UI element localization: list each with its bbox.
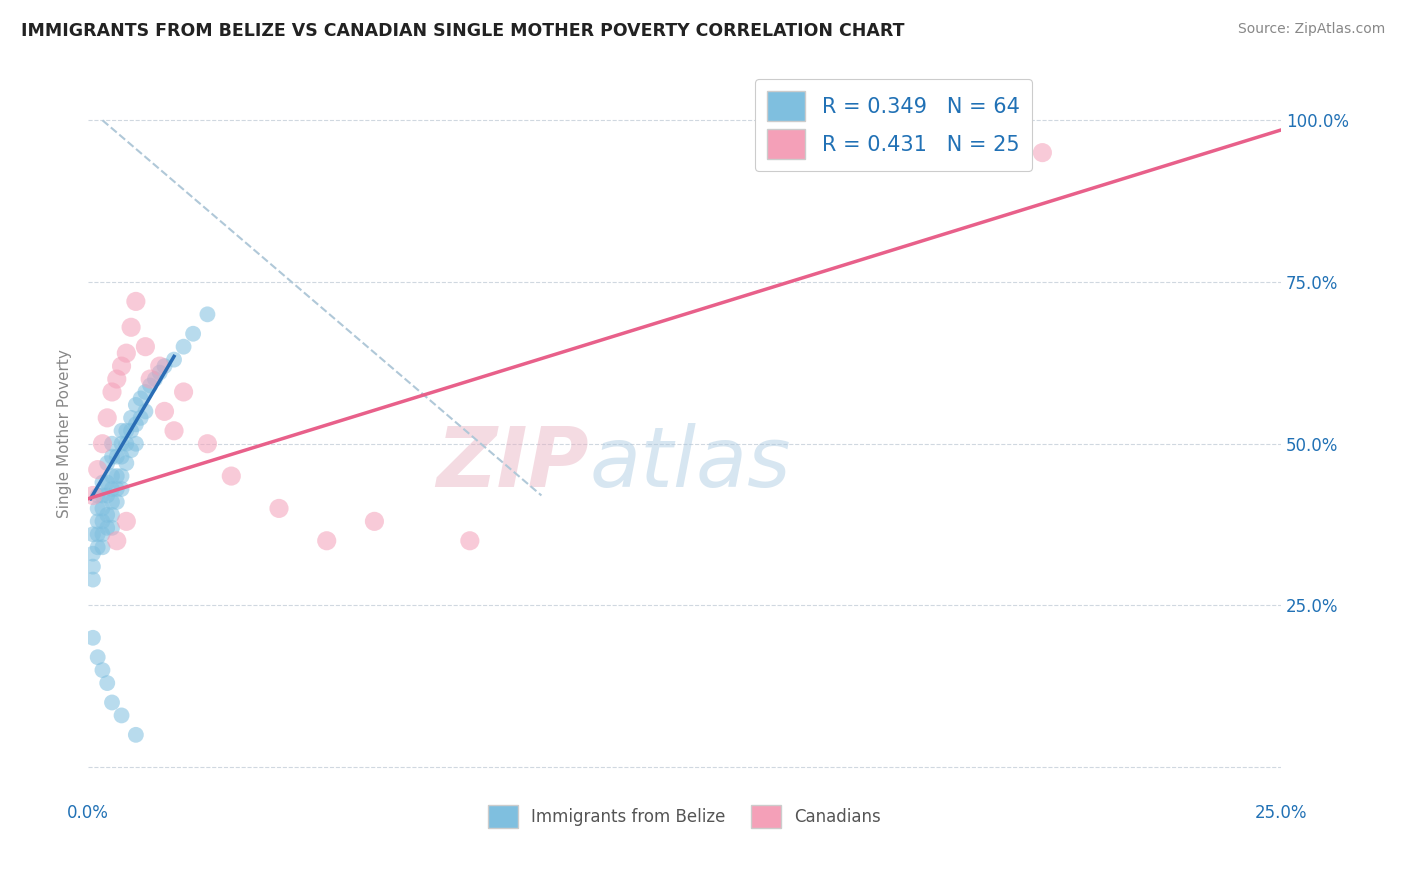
Point [96, 475, 118, 490]
Point [101, 450, 124, 464]
Point [82, 631, 104, 645]
Point [101, 521, 124, 535]
Point [139, 378, 162, 392]
Point [96, 410, 118, 425]
Point [129, 410, 152, 425]
Point [82, 488, 104, 502]
Point [181, 326, 204, 341]
Point [91, 663, 114, 677]
Text: ZIP: ZIP [436, 423, 589, 504]
Point [110, 424, 132, 438]
Point [110, 359, 132, 373]
Point [134, 340, 156, 354]
Point [120, 410, 142, 425]
Point [86, 540, 108, 554]
Point [267, 501, 290, 516]
Point [221, 469, 243, 483]
Point [125, 294, 148, 309]
Point [101, 436, 124, 450]
Point [105, 495, 128, 509]
Point [363, 514, 385, 528]
Point [91, 501, 114, 516]
Point [105, 482, 128, 496]
Point [120, 424, 142, 438]
Point [105, 372, 128, 386]
Point [82, 573, 104, 587]
Point [197, 307, 219, 321]
Text: atlas: atlas [589, 423, 790, 504]
Y-axis label: Single Mother Poverty: Single Mother Poverty [58, 350, 72, 518]
Point [125, 417, 148, 432]
Point [315, 533, 337, 548]
Point [115, 424, 138, 438]
Point [153, 404, 176, 418]
Point [173, 384, 195, 399]
Point [101, 384, 124, 399]
Point [96, 676, 118, 690]
Point [120, 443, 142, 458]
Point [101, 508, 124, 522]
Point [86, 650, 108, 665]
Text: IMMIGRANTS FROM BELIZE VS CANADIAN SINGLE MOTHER POVERTY CORRELATION CHART: IMMIGRANTS FROM BELIZE VS CANADIAN SINGL… [21, 22, 904, 40]
Point [96, 488, 118, 502]
Point [125, 436, 148, 450]
Point [143, 372, 166, 386]
Point [82, 559, 104, 574]
Point [101, 469, 124, 483]
Point [91, 540, 114, 554]
Point [82, 527, 104, 541]
Point [91, 514, 114, 528]
Point [86, 501, 108, 516]
Point [91, 488, 114, 502]
Point [86, 462, 108, 476]
Point [163, 352, 186, 367]
Point [153, 359, 176, 373]
Point [91, 475, 114, 490]
Point [86, 514, 108, 528]
Point [110, 482, 132, 496]
Point [129, 392, 152, 406]
Point [134, 384, 156, 399]
Point [96, 521, 118, 535]
Point [110, 469, 132, 483]
Point [86, 527, 108, 541]
Point [82, 547, 104, 561]
Point [115, 346, 138, 360]
Point [173, 340, 195, 354]
Point [96, 508, 118, 522]
Point [120, 320, 142, 334]
Point [105, 533, 128, 548]
Point [101, 495, 124, 509]
Point [86, 488, 108, 502]
Point [101, 482, 124, 496]
Point [458, 533, 481, 548]
Point [139, 372, 162, 386]
Point [163, 424, 186, 438]
Point [101, 696, 124, 710]
Point [1031, 145, 1053, 160]
Point [96, 456, 118, 470]
Point [149, 366, 172, 380]
Point [115, 456, 138, 470]
Point [115, 436, 138, 450]
Point [125, 398, 148, 412]
Point [105, 450, 128, 464]
Point [91, 527, 114, 541]
Legend: Immigrants from Belize, Canadians: Immigrants from Belize, Canadians [481, 798, 887, 835]
Point [105, 469, 128, 483]
Point [110, 450, 132, 464]
Point [91, 436, 114, 450]
Point [110, 708, 132, 723]
Text: Source: ZipAtlas.com: Source: ZipAtlas.com [1237, 22, 1385, 37]
Point [134, 404, 156, 418]
Point [125, 728, 148, 742]
Point [115, 514, 138, 528]
Point [110, 436, 132, 450]
Point [149, 359, 172, 373]
Point [197, 436, 219, 450]
